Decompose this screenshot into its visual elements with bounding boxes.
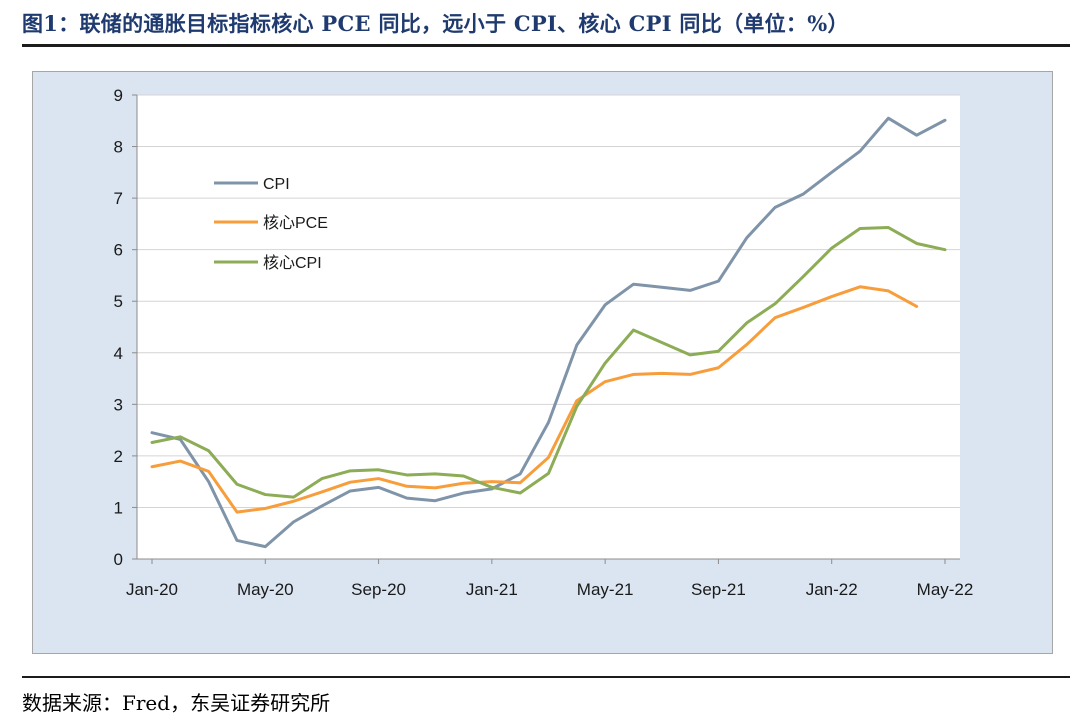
x-tick-label: Jan-21 [466,580,518,599]
figure-title: 图1：联储的通胀目标指标核心 PCE 同比，远小于 CPI、核心 CPI 同比（… [22,11,849,36]
series-lines [150,116,947,549]
legend-label: 核心CPI [263,254,322,272]
y-tick-label: 3 [114,395,123,414]
y-tick-label: 1 [114,498,123,517]
y-tick-label: 6 [114,241,123,260]
x-tick-label: Sep-20 [351,580,406,599]
y-tick-label: 2 [114,447,123,466]
y-tick-label: 7 [114,189,123,208]
x-tick-label: May-22 [917,580,974,599]
y-tick-label: 9 [114,86,123,105]
x-tick-label: Jan-22 [806,580,858,599]
x-tick-label: May-21 [577,580,634,599]
x-tick-label: Jan-20 [126,580,178,599]
series-line-2 [150,285,919,514]
legend-label: CPI [263,176,290,193]
y-tick-label: 5 [114,292,123,311]
y-tick-label: 8 [114,138,123,157]
x-axis-ticks: Jan-20 May-20 Sep-20 Jan-21 May-21 Sep-21 Jan-… [126,558,974,599]
x-tick-label: Sep-21 [691,580,746,599]
plot-area [137,95,960,559]
y-tick-label: 0 [114,550,123,569]
title-rule [22,44,1070,47]
x-tick-label: May-20 [237,580,294,599]
footer-rule [22,676,1070,678]
series-line-3 [150,226,947,499]
legend-label: 核心PCE [263,214,328,232]
source-note: 数据来源：Fred，东吴证券研究所 [22,691,331,715]
y-tick-label: 4 [114,344,123,363]
series-line-1 [150,116,947,549]
y-axis-ticks: 0 1 2 3 4 5 6 7 8 9 [114,86,138,569]
legend: CPI 核心PCE 核心CPI [214,176,328,272]
